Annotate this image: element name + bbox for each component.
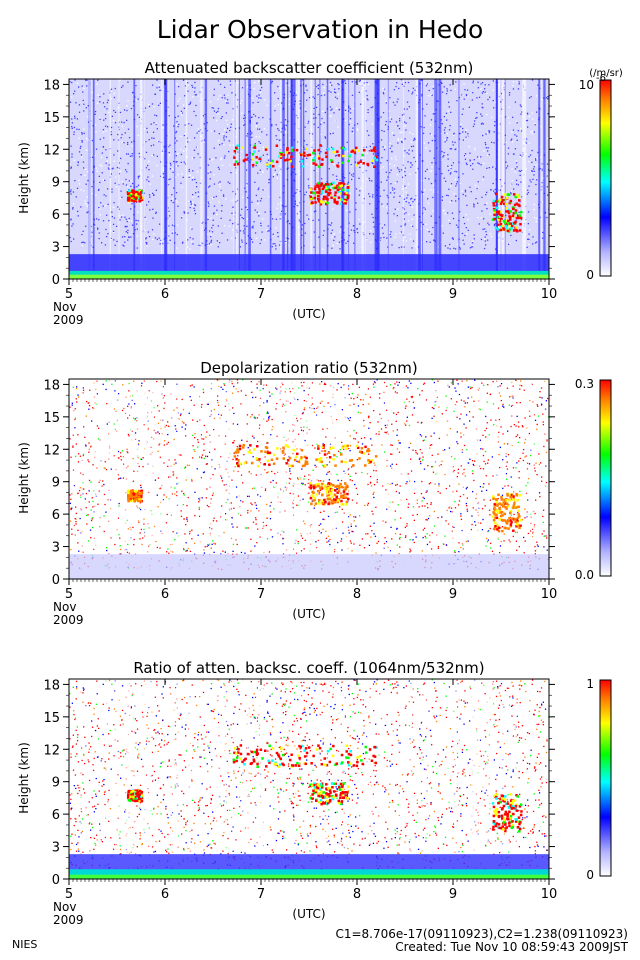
panel-color-ratio: Ratio of atten. backsc. coeff. (1064nm/5… [17,659,612,927]
panel-title: Ratio of atten. backsc. coeff. (1064nm/5… [133,659,484,677]
x-tick-label: 9 [449,587,457,602]
x-tick-label: 10 [541,887,558,902]
y-tick-label: 6 [52,508,60,523]
x-tick-label: 8 [353,287,361,302]
x-axis-label: (UTC) [292,907,325,921]
colorbar-max-label: 1 [586,677,594,691]
y-axis-label: Height (km) [17,142,31,213]
x-tick-label: 5 [65,587,73,602]
y-tick-label: 6 [52,208,60,223]
x-tick-label: 6 [161,587,169,602]
colorbar [599,379,612,577]
y-tick-label: 12 [43,143,60,158]
y-tick-label: 9 [52,176,60,191]
x-sub-month: Nov [53,300,76,314]
x-tick-label: 9 [449,887,457,902]
x-tick-label: 6 [161,887,169,902]
panel-title: Attenuated backscatter coefficient (532n… [145,59,474,77]
x-tick-label: 7 [257,587,265,602]
footer-left: NIES [12,938,37,951]
panel-depolarization: Depolarization ratio (532nm) 5 6 7 8 9 10 0 3 6 9… [17,359,612,627]
x-sub-year: 2009 [53,313,84,327]
y-tick-label: 3 [52,541,60,556]
y-axis-label: Height (km) [17,442,31,513]
colorbar-min-label: 0 [586,268,594,282]
y-tick-label: 0 [52,573,60,588]
x-sub-year: 2009 [53,913,84,927]
x-tick-label: 5 [65,887,73,902]
x-tick-label: 5 [65,287,73,302]
plot-area: 5 6 7 8 9 10 0 3 6 9 12 15 18 [43,378,557,602]
y-tick-label: 9 [52,476,60,491]
colorbar-min-label: 0.0 [575,568,594,582]
colorbar-unit: (/m/sr) [589,68,623,79]
x-tick-label: 7 [257,887,265,902]
x-axis-label: (UTC) [292,307,325,321]
y-tick-label: 15 [43,711,60,726]
y-tick-label: 15 [43,411,60,426]
y-tick-label: 0 [52,873,60,888]
y-tick-label: 15 [43,111,60,126]
colorbar-max-label: 0.3 [575,377,594,391]
panel-title: Depolarization ratio (532nm) [200,359,418,377]
plot-background [69,79,549,279]
colorbar-max-exp: -6 [596,73,606,84]
x-sub-month: Nov [53,600,76,614]
x-sub-month: Nov [53,900,76,914]
heatmap-texture [69,679,549,879]
colorbar-min-label: 0 [586,868,594,882]
colorbar [599,679,612,877]
y-tick-label: 3 [52,241,60,256]
x-tick-label: 8 [353,887,361,902]
y-tick-label: 9 [52,776,60,791]
y-tick-label: 18 [43,78,60,93]
plot-area: 5 6 7 8 9 10 0 3 6 9 12 15 18 [43,78,557,302]
heatmap-texture [69,379,549,579]
y-tick-label: 12 [43,743,60,758]
colorbar-max-label: 10 [579,78,594,92]
heatmap-texture [69,79,549,279]
footer-created: Created: Tue Nov 10 08:59:43 2009JST [395,940,628,954]
x-tick-label: 9 [449,287,457,302]
panel-backscatter: Attenuated backscatter coefficient (532n… [17,59,623,327]
x-axis-label: (UTC) [292,607,325,621]
y-tick-label: 6 [52,808,60,823]
y-tick-label: 18 [43,678,60,693]
plot-area: 5 6 7 8 9 10 0 3 6 9 12 15 18 [43,678,557,902]
x-tick-label: 10 [541,287,558,302]
y-tick-label: 0 [52,273,60,288]
y-tick-label: 18 [43,378,60,393]
figure-title: Lidar Observation in Hedo [157,15,484,44]
colorbar [599,79,612,277]
x-tick-label: 6 [161,287,169,302]
footer-calibration: C1=8.706e-17(09110923),C2=1.238(09110923… [335,927,628,941]
x-tick-label: 8 [353,587,361,602]
y-tick-label: 3 [52,841,60,856]
x-tick-label: 10 [541,587,558,602]
y-tick-label: 12 [43,443,60,458]
y-axis-label: Height (km) [17,742,31,813]
plot-background [69,679,549,879]
x-sub-year: 2009 [53,613,84,627]
x-tick-label: 7 [257,287,265,302]
